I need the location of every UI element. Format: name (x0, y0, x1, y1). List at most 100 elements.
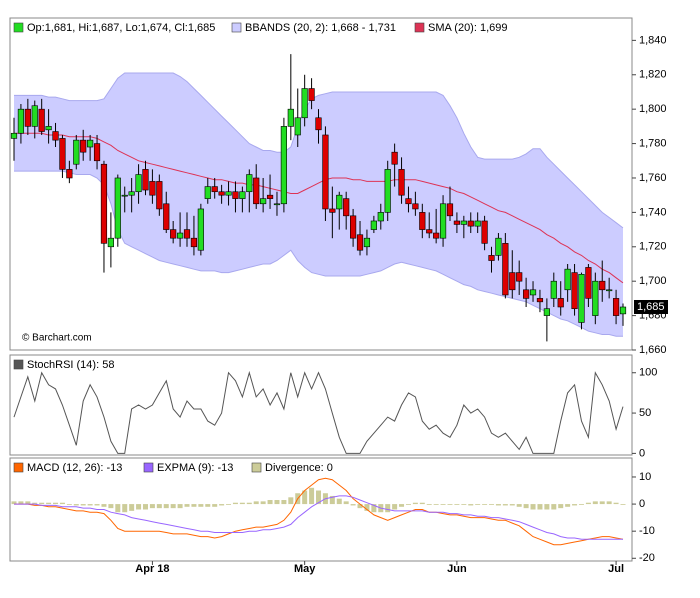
divergence-bar (461, 504, 467, 505)
divergence-bar (544, 504, 550, 510)
y-tick-label: 0 (639, 498, 645, 510)
candle-body (315, 117, 322, 131)
candle-body (45, 126, 52, 131)
divergence-bar (184, 504, 190, 507)
legend-label: Op:1,681, Hi:1,687, Lo:1,674, Cl:1,685 (27, 22, 215, 34)
legend-swatch (414, 22, 425, 33)
y-tick-label: 100 (639, 367, 657, 379)
legend-label: BBANDS (20, 2): 1,668 - 1,731 (245, 22, 396, 34)
candle-body (405, 198, 412, 205)
divergence-bar (392, 504, 398, 510)
candle-body (128, 191, 135, 196)
legend-label: StochRSI (14): 58 (27, 359, 114, 371)
candle-body (529, 289, 537, 296)
candle-body (474, 220, 481, 227)
candle-body (495, 237, 502, 256)
divergence-bar (572, 504, 578, 506)
x-tick-label: Jun (447, 563, 467, 575)
divergence-bar (80, 504, 86, 506)
y-tick-label: -10 (639, 525, 655, 537)
candle-body (114, 177, 121, 239)
y-tick-label: 50 (639, 407, 651, 419)
candle-body (439, 203, 447, 239)
divergence-bar (523, 504, 529, 509)
divergence-bar (309, 487, 315, 505)
divergence-bar (136, 504, 142, 510)
divergence-bar (205, 504, 211, 507)
candle-body (80, 139, 87, 153)
band-upper (14, 72, 624, 229)
candle-body (612, 298, 620, 316)
divergence-bar (419, 502, 425, 505)
candle-body (543, 308, 550, 316)
candle-body (211, 186, 218, 193)
legend-swatch (143, 462, 154, 473)
candle-body (156, 181, 163, 210)
legend-label: EXPMA (9): -13 (157, 462, 233, 474)
sma-line (14, 132, 624, 284)
candle-body (121, 194, 128, 197)
candle-body (585, 267, 592, 299)
divergence-bar (226, 504, 232, 505)
divergence-bar (620, 504, 626, 505)
divergence-bar (440, 504, 446, 505)
divergence-bar (509, 504, 515, 506)
x-tick-label: May (294, 563, 316, 575)
divergence-bar (191, 504, 197, 507)
divergence-bar (246, 502, 252, 505)
source-note: © Barchart.com (22, 333, 92, 344)
candle-body (163, 203, 170, 230)
legend-label: SMA (20): 1,699 (428, 22, 508, 34)
divergence-bar (329, 495, 335, 505)
divergence-bar (101, 504, 107, 507)
candle-body (17, 108, 25, 134)
divergence-bar (232, 502, 238, 505)
candle-body (232, 191, 239, 199)
candle-body (246, 174, 253, 193)
candle-body (391, 151, 398, 165)
divergence-bar (371, 504, 377, 513)
divergence-bar (364, 504, 370, 511)
indicator-line (14, 495, 623, 540)
divergence-bar (530, 504, 536, 510)
divergence-bar (177, 504, 183, 509)
divergence-bar (558, 504, 564, 509)
divergence-bar (149, 504, 155, 509)
candle-body (523, 289, 530, 299)
divergence-bar (32, 502, 38, 505)
candle-body (446, 203, 454, 217)
divergence-bar (129, 504, 135, 511)
candle-body (453, 220, 461, 225)
candle-body (619, 306, 627, 315)
candle-body (31, 105, 38, 127)
y-tick-label: 1,840 (639, 34, 667, 46)
candle-body (419, 212, 426, 230)
candle-body (384, 169, 391, 213)
divergence-bar (46, 502, 52, 505)
candle-body (308, 88, 315, 101)
divergence-bar (53, 502, 59, 505)
divergence-bar (73, 504, 79, 506)
divergence-bar (426, 504, 432, 505)
panel-frame (9, 354, 633, 456)
divergence-bar (219, 504, 225, 506)
candle-body (87, 139, 94, 148)
divergence-bar (115, 504, 121, 513)
candle-body (460, 220, 467, 225)
x-tick-label: Apr 18 (135, 563, 169, 575)
divergence-bar (537, 504, 543, 510)
divergence-bar (578, 504, 584, 505)
divergence-bar (613, 502, 619, 505)
legend-swatch (231, 22, 242, 33)
divergence-bar (25, 501, 31, 505)
divergence-bar (468, 504, 474, 506)
candle-body (24, 108, 31, 127)
candle-body (336, 194, 343, 210)
candle-body (204, 186, 211, 199)
divergence-bar (163, 504, 169, 509)
candle-body (550, 280, 557, 299)
divergence-bar (122, 504, 128, 513)
indicator-line (14, 477, 624, 546)
divergence-bar (170, 504, 176, 509)
